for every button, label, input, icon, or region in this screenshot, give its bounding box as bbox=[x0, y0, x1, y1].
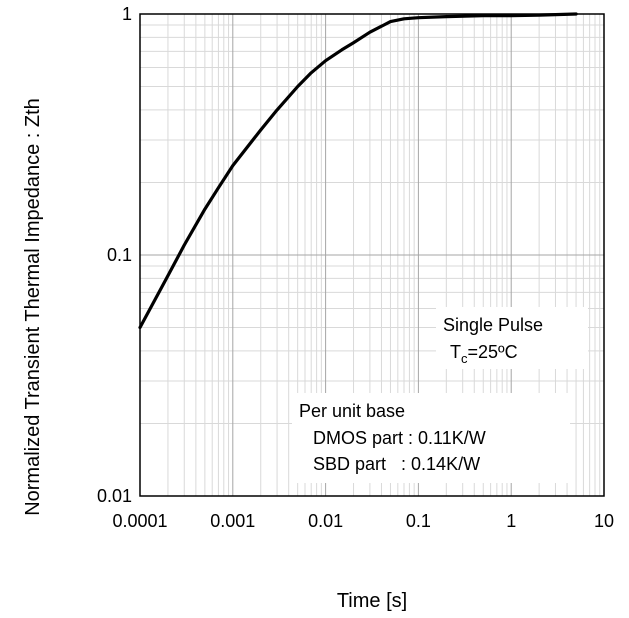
tc-label-subscript: c bbox=[461, 351, 468, 366]
tc-label-base: T bbox=[450, 342, 461, 362]
y-tick-labels: 0.01 0.1 1 bbox=[97, 4, 132, 506]
plot-frame bbox=[139, 13, 605, 497]
data-series bbox=[138, 12, 578, 330]
tc-label: Tc=25ºC bbox=[450, 342, 518, 366]
x-tick-labels: 0.0001 0.001 0.01 0.1 1 10 bbox=[112, 511, 614, 531]
zth-curve bbox=[138, 12, 578, 330]
x-tick-label: 10 bbox=[594, 511, 614, 531]
single-pulse-annotation: Single Pulse Tc=25ºC bbox=[436, 307, 588, 369]
y-axis-title: Normalized Transient Thermal Impedance :… bbox=[22, 98, 44, 516]
single-pulse-box bbox=[436, 307, 588, 369]
per-unit-base-box bbox=[292, 393, 570, 483]
sbd-part-label: SBD part : 0.14K/W bbox=[313, 454, 480, 474]
y-tick-label: 0.1 bbox=[107, 245, 132, 265]
single-pulse-label: Single Pulse bbox=[443, 315, 543, 335]
x-tick-label: 1 bbox=[506, 511, 516, 531]
x-axis-title: Time [s] bbox=[337, 590, 407, 612]
per-unit-base-title: Per unit base bbox=[299, 401, 405, 421]
x-tick-label: 0.001 bbox=[210, 511, 255, 531]
x-tick-label: 0.1 bbox=[406, 511, 431, 531]
tc-label-value: =25ºC bbox=[468, 342, 518, 362]
x-tick-label: 0.01 bbox=[308, 511, 343, 531]
y-tick-label: 0.01 bbox=[97, 486, 132, 506]
y-tick-label: 1 bbox=[122, 4, 132, 24]
dmos-part-label: DMOS part : 0.11K/W bbox=[313, 428, 486, 448]
per-unit-base-annotation: Per unit base DMOS part : 0.11K/W SBD pa… bbox=[292, 393, 570, 483]
x-tick-label: 0.0001 bbox=[112, 511, 167, 531]
